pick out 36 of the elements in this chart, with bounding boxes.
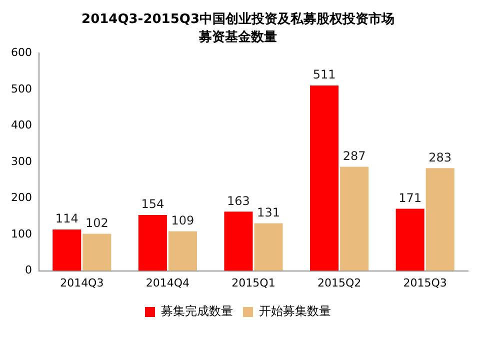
y-tick-label: 600 — [10, 46, 32, 60]
data-label: 511 — [312, 68, 336, 82]
x-tick-label: 2014Q4 — [146, 276, 190, 290]
y-tick-label: 0 — [24, 264, 32, 277]
data-label: 287 — [342, 148, 366, 163]
bar — [396, 208, 424, 271]
data-label: 102 — [85, 216, 108, 230]
x-tick-label: 2015Q3 — [403, 276, 447, 290]
data-label: 283 — [428, 150, 452, 164]
data-label: 154 — [141, 197, 164, 212]
y-tick-label: 400 — [10, 118, 32, 132]
bar — [254, 223, 283, 271]
bar — [310, 85, 339, 271]
legend-label: 开始募集数量 — [259, 304, 331, 318]
y-tick-label: 500 — [10, 82, 32, 96]
bar — [82, 234, 112, 271]
y-tick-label: 200 — [10, 191, 32, 204]
bar — [340, 166, 369, 271]
data-label: 163 — [227, 194, 250, 208]
data-label: 109 — [171, 213, 194, 228]
y-tick-label: 100 — [10, 227, 32, 240]
bar — [138, 214, 167, 271]
data-label: 114 — [55, 212, 78, 226]
x-tick-label: 2015Q1 — [232, 276, 276, 290]
data-label: 171 — [398, 190, 422, 205]
chart-title: 2014Q3-2015Q3中国创业投资及私募股权投资市场 — [82, 11, 394, 28]
y-tick-label: 300 — [10, 154, 32, 168]
data-label: 131 — [257, 205, 280, 220]
bar — [52, 229, 82, 271]
bar — [426, 168, 454, 271]
x-tick-label: 2014Q3 — [60, 276, 104, 290]
bar — [224, 212, 253, 271]
x-tick-label: 2015Q2 — [317, 276, 362, 290]
chart-subtitle: 募资基金数量 — [198, 30, 277, 45]
bar — [168, 231, 197, 271]
legend-label: 募集完成数量 — [161, 304, 233, 318]
